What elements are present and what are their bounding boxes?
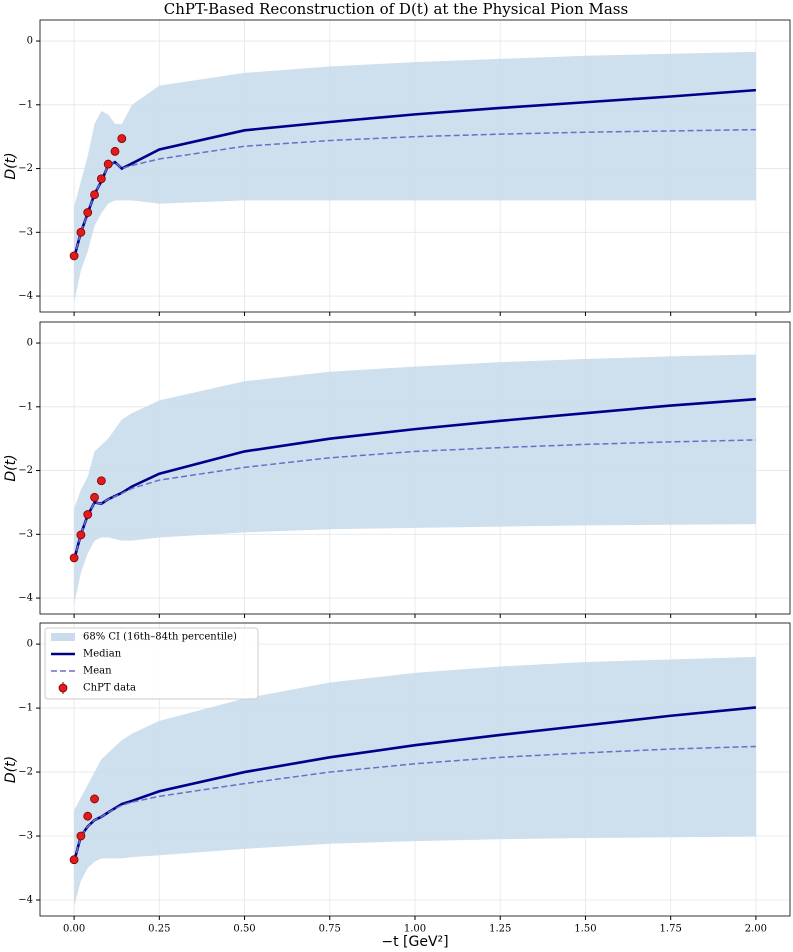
y-tick-label: −4: [18, 593, 33, 604]
mean-line: [73, 439, 756, 561]
x-tick-label: 2.00: [745, 924, 767, 935]
data-point: [110, 146, 120, 156]
legend-swatch: [51, 633, 75, 641]
y-axis-label: D(t): [3, 756, 19, 783]
x-tick-label: 0.75: [319, 924, 341, 935]
median-line: [72, 397, 757, 561]
data-point: [69, 855, 79, 865]
legend-label: Mean: [83, 666, 112, 677]
x-tick-label: 1.00: [404, 924, 426, 935]
y-tick-label: −4: [18, 291, 33, 302]
x-tick-label: 1.25: [489, 924, 511, 935]
plot-area: [40, 322, 790, 614]
legend-label: 68% CI (16th–84th percentile): [83, 632, 237, 643]
plot-frame: [39, 622, 791, 917]
data-point: [96, 174, 106, 184]
data-point: [69, 251, 79, 261]
y-tick-label: −3: [18, 529, 33, 540]
data-point: [76, 227, 86, 237]
median-line: [72, 706, 757, 862]
x-tick-label: 1.75: [660, 924, 682, 935]
y-tick-label: 0: [27, 639, 33, 650]
median-line: [72, 88, 757, 259]
y-tick-label: −3: [18, 227, 33, 238]
x-tick-label: 0.00: [63, 924, 85, 935]
chart-title: ChPT-Based Reconstruction of D(t) at the…: [164, 0, 628, 18]
legend-swatch: [58, 683, 68, 693]
y-tick-label: 0: [27, 338, 33, 349]
ci-band: [74, 354, 756, 605]
x-tick-label: 1.50: [574, 924, 596, 935]
data-point: [117, 134, 127, 143]
x-tick-label: 0.50: [233, 924, 255, 935]
plot-frame: [39, 321, 791, 615]
ci-band: [74, 656, 756, 907]
data-point: [83, 510, 93, 519]
x-axis-label: −t [GeV²]: [381, 934, 448, 950]
ci-band: [74, 51, 756, 303]
data-point: [83, 208, 93, 217]
legend-label: Median: [83, 649, 122, 660]
y-tick-label: −1: [18, 401, 33, 412]
data-point: [69, 553, 79, 563]
data-point: [76, 530, 86, 540]
data-point: [90, 492, 99, 502]
legend-box: [44, 627, 259, 700]
y-tick-label: −1: [18, 703, 33, 714]
y-tick-label: −2: [18, 163, 33, 174]
plot-area: [40, 20, 790, 312]
y-tick-label: −4: [18, 895, 33, 906]
data-point: [90, 794, 99, 804]
y-axis-label: D(t): [3, 454, 19, 481]
plot-area: [40, 623, 790, 916]
y-tick-label: −1: [18, 99, 33, 110]
y-tick-label: −2: [18, 465, 33, 476]
legend-label: ChPT data: [83, 683, 136, 694]
y-tick-label: 0: [27, 36, 33, 47]
y-tick-label: −3: [18, 831, 33, 842]
mean-line: [73, 745, 756, 862]
y-axis-label: D(t): [3, 152, 19, 179]
plot-frame: [39, 19, 791, 313]
data-point: [90, 190, 99, 200]
mean-line: [73, 128, 756, 259]
y-tick-label: −2: [18, 767, 33, 778]
data-point: [83, 811, 93, 821]
data-point: [76, 831, 86, 841]
data-point: [96, 476, 106, 486]
data-point: [103, 159, 113, 169]
x-tick-label: 0.25: [148, 924, 170, 935]
